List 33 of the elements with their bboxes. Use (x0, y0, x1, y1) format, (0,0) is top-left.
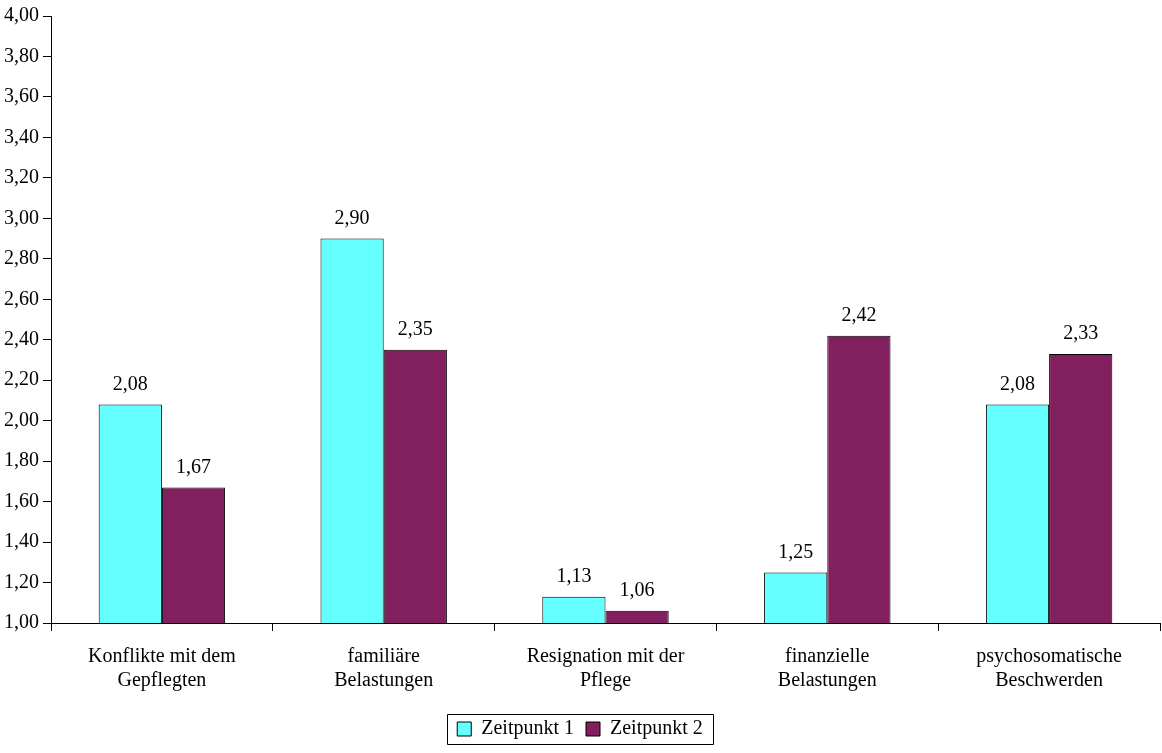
y-tick-label: 3,60 (4, 84, 39, 107)
y-tick-label: 1,60 (4, 488, 39, 511)
y-tick-label: 3,80 (4, 43, 39, 66)
data-label: 1,25 (778, 539, 814, 562)
y-tick-label: 3,20 (4, 165, 39, 188)
data-label: 2,08 (112, 371, 148, 394)
data-label: 2,35 (397, 317, 433, 340)
data-label: 2,90 (334, 205, 370, 228)
x-tick-label: finanzielle Belastungen (777, 644, 877, 692)
x-tick-label: familiäre Belastungen (334, 644, 434, 692)
y-tick-label: 2,20 (4, 367, 39, 390)
x-tick-label: Resignation mit der Pflege (526, 644, 685, 692)
data-label: 2,42 (841, 302, 877, 325)
data-label: 2,08 (999, 371, 1035, 394)
y-tick-label: 3,40 (4, 124, 39, 147)
x-tick-label: psychosomatische Beschwerden (976, 644, 1122, 691)
data-label: 1,67 (176, 454, 212, 477)
y-tick-label: 1,00 (4, 610, 39, 633)
y-tick-label: 2,00 (4, 407, 39, 430)
y-tick-label: 1,20 (4, 569, 39, 592)
y-tick-label: 4,00 (4, 3, 39, 26)
y-tick-label: 2,80 (4, 246, 39, 269)
y-tick-label: 1,80 (4, 448, 39, 471)
legend-label: Zeitpunkt 2 (610, 716, 703, 740)
y-tick-label: 2,60 (4, 286, 39, 309)
x-tick-label: Konflikte mit dem Gepflegten (88, 644, 237, 692)
data-label: 1,13 (556, 563, 592, 586)
legend-label: Zeitpunkt 1 (481, 716, 574, 740)
y-tick-label: 3,00 (4, 205, 39, 228)
data-label: 1,06 (619, 578, 655, 601)
y-tick-label: 1,40 (4, 529, 39, 552)
y-tick-label: 2,40 (4, 326, 39, 349)
data-label: 2,33 (1063, 321, 1099, 344)
